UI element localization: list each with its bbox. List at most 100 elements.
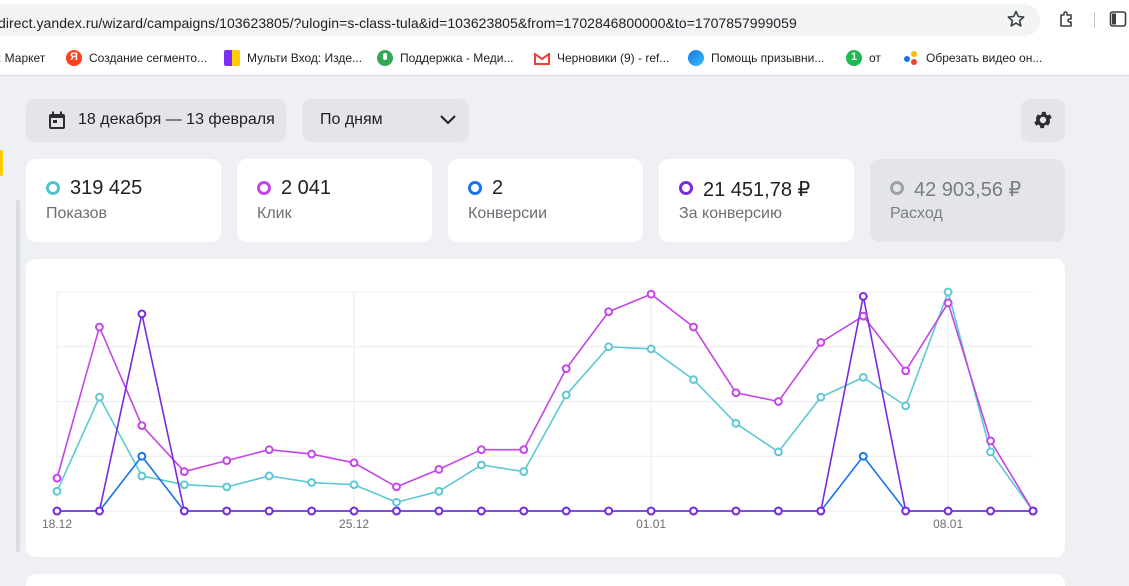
metric-card-spend[interactable]: 42 903,56 ₽ Расход: [870, 159, 1065, 242]
data-point: [901, 401, 911, 411]
data-point: [95, 392, 104, 402]
data-point: [519, 467, 529, 476]
series-line: [56, 291, 1034, 512]
bookmark-item[interactable]: Черновики (9) - ref...: [534, 49, 669, 67]
metric-card-clicks[interactable]: 2 041 Клик: [237, 159, 432, 242]
series-toggle-icon: [468, 181, 482, 195]
metric-value: 21 451,78 ₽: [703, 179, 811, 201]
metric-label: Расход: [890, 205, 943, 222]
data-point: [264, 471, 274, 481]
metric-card-impressions[interactable]: 319 425 Показов: [26, 159, 221, 242]
bookmark-item[interactable]: : Маркет: [0, 49, 45, 67]
data-point: [943, 287, 953, 297]
toolbar-separator: [1094, 12, 1095, 28]
bookmark-item[interactable]: Помощь призывни...: [688, 49, 824, 67]
series-toggle-icon: [679, 181, 693, 195]
data-point: [646, 506, 656, 516]
data-point: [307, 506, 317, 516]
calendar-icon: [49, 111, 65, 129]
period-select[interactable]: По дням: [302, 99, 469, 142]
data-point: [858, 311, 868, 321]
browser-toolbar: direct.yandex.ru/wizard/campaigns/103623…: [0, 0, 1129, 40]
data-point: [646, 289, 656, 299]
metric-card-conversions[interactable]: 2 Конверсии: [448, 159, 643, 242]
data-point: [434, 464, 444, 474]
data-point: [943, 298, 953, 308]
data-point: [179, 506, 189, 516]
url-text[interactable]: direct.yandex.ru/wizard/campaigns/103623…: [0, 15, 797, 31]
bookmark-item[interactable]: Мульти Вход: Изде...: [224, 49, 362, 67]
bookmark-label: : Маркет: [0, 51, 46, 65]
data-point: [773, 447, 783, 457]
data-point: [179, 480, 189, 490]
address-bar[interactable]: direct.yandex.ru/wizard/campaigns/103623…: [0, 4, 1040, 36]
data-point: [476, 460, 486, 470]
data-point: [519, 445, 529, 455]
data-point: [95, 322, 104, 332]
series-line: [57, 295, 1033, 512]
bookmark-item[interactable]: Я Создание сегменто...: [66, 49, 207, 67]
metric-label: Конверсии: [468, 205, 548, 222]
data-point: [349, 506, 359, 516]
data-point: [901, 506, 911, 516]
bookmark-label: от: [869, 51, 881, 65]
bookmark-item[interactable]: Обрезать видео он...: [903, 49, 1042, 67]
data-point: [52, 473, 62, 483]
data-point: [858, 291, 868, 301]
metric-value: 2 041: [281, 177, 332, 199]
data-point: [816, 337, 826, 347]
data-point: [476, 445, 486, 455]
data-point: [137, 309, 147, 319]
bookmark-label: Поддержка - Меди...: [400, 51, 514, 65]
data-point: [519, 506, 529, 516]
x-tick-label: 18.12: [42, 517, 72, 531]
bookmark-item[interactable]: Поддержка - Меди...: [377, 49, 514, 67]
data-point: [264, 445, 274, 455]
settings-button[interactable]: [1021, 99, 1065, 142]
data-point: [604, 506, 614, 516]
data-point: [392, 482, 401, 492]
data-point: [222, 456, 232, 466]
extensions-puzzle-icon[interactable]: [1057, 9, 1077, 29]
data-point: [95, 506, 104, 516]
x-tick-label: 08.01: [933, 517, 963, 531]
date-range-label: 18 декабря — 13 февраля: [78, 111, 275, 128]
green-one-icon: 1: [846, 50, 862, 66]
yandex-icon: Я: [66, 50, 82, 66]
bookmark-item[interactable]: 1 от: [846, 49, 881, 67]
bookmark-label: Создание сегменто...: [89, 51, 208, 65]
data-point: [392, 497, 401, 507]
data-point: [773, 397, 783, 406]
data-point: [137, 451, 147, 461]
data-point: [816, 392, 826, 402]
data-point: [349, 480, 359, 490]
x-tick-label: 01.01: [636, 517, 666, 531]
date-range-button[interactable]: 18 декабря — 13 февраля: [26, 99, 286, 142]
data-point: [476, 506, 486, 516]
data-point: [307, 449, 317, 459]
next-panel: [26, 574, 1065, 586]
metric-card-cost-per-conversion[interactable]: 21 451,78 ₽ За конверсию: [659, 159, 854, 242]
series-toggle-icon: [46, 181, 60, 195]
data-point: [434, 486, 444, 496]
data-point: [561, 390, 571, 400]
data-point: [646, 344, 656, 354]
data-point: [986, 447, 995, 457]
dots-icon: [904, 51, 917, 65]
data-point: [731, 506, 741, 516]
scrollbar-track[interactable]: [16, 200, 20, 552]
data-point: [561, 506, 571, 516]
bookmark-label: Помощь призывни...: [711, 51, 825, 65]
data-point: [561, 364, 571, 374]
data-point: [943, 506, 953, 516]
series-toggle-icon: [890, 181, 904, 195]
metric-value: 2: [492, 177, 504, 199]
data-point: [307, 478, 317, 487]
line-chart[interactable]: 18.12 25.12 01.01 08.01: [0, 259, 1129, 559]
series-line: [56, 293, 1034, 512]
data-point: [604, 342, 614, 352]
sidebar-panel-icon[interactable]: [1108, 9, 1128, 29]
bookmark-star-icon[interactable]: [1006, 9, 1026, 29]
data-point: [392, 506, 401, 516]
metric-value: 319 425: [70, 177, 143, 199]
